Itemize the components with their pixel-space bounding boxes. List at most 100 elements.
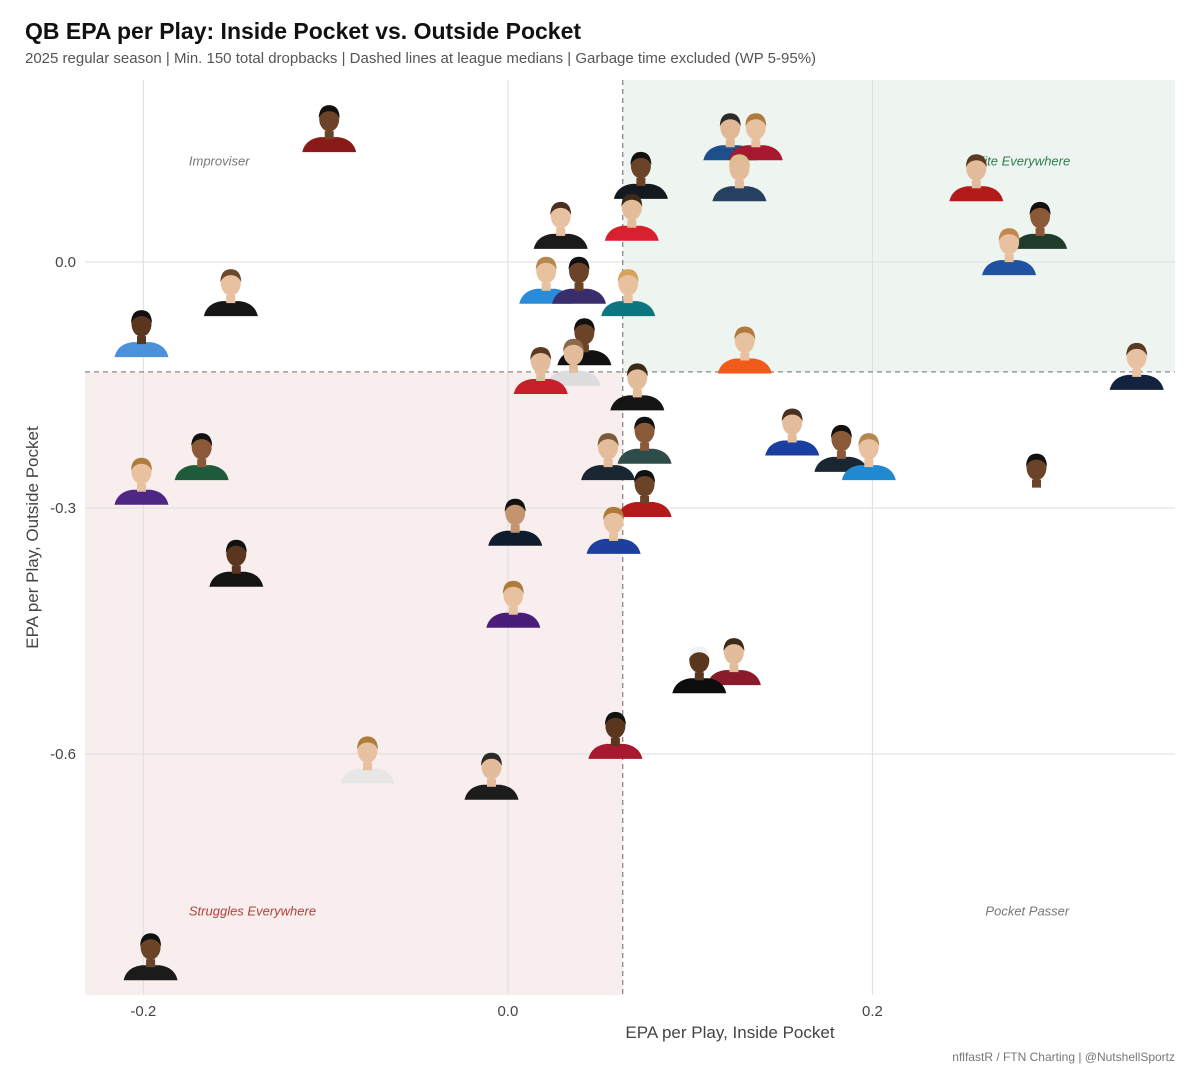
qb-headshot-point bbox=[546, 338, 601, 386]
neck-shape bbox=[640, 442, 650, 451]
hair-shape bbox=[504, 498, 526, 512]
neck-shape bbox=[636, 177, 646, 186]
neck-shape bbox=[536, 373, 546, 381]
head-shape bbox=[634, 418, 655, 444]
head-shape bbox=[720, 114, 741, 140]
head-shape bbox=[503, 582, 524, 608]
head-shape bbox=[1026, 455, 1047, 481]
hair-shape bbox=[131, 457, 152, 471]
hair-shape bbox=[630, 151, 652, 165]
head-shape bbox=[831, 426, 852, 452]
jersey-shape bbox=[982, 260, 1037, 276]
neck-shape bbox=[510, 524, 520, 533]
head-shape bbox=[505, 500, 526, 526]
hair-shape bbox=[357, 736, 378, 750]
hair-shape bbox=[220, 269, 242, 283]
jersey-shape bbox=[123, 965, 178, 981]
quadrant-elite-shade bbox=[622, 80, 1175, 372]
hair-shape bbox=[998, 228, 1020, 242]
qb-headshot-point bbox=[765, 408, 820, 456]
qb-headshot-point bbox=[488, 498, 543, 546]
neck-shape bbox=[725, 139, 735, 148]
hair-shape bbox=[563, 338, 584, 352]
jersey-shape bbox=[302, 137, 357, 153]
qb-headshot-point bbox=[814, 424, 869, 472]
head-shape bbox=[191, 434, 212, 460]
hair-shape bbox=[1026, 453, 1047, 467]
jersey-shape bbox=[588, 743, 643, 759]
neck-shape bbox=[787, 434, 797, 443]
qb-headshot-point bbox=[617, 416, 672, 464]
neck-shape bbox=[640, 496, 650, 504]
jersey-shape bbox=[486, 612, 541, 628]
head-shape bbox=[598, 434, 619, 460]
neck-shape bbox=[574, 282, 584, 291]
neck-shape bbox=[864, 459, 874, 468]
jersey-shape bbox=[552, 288, 606, 304]
chart-title: QB EPA per Play: Inside Pocket vs. Outsi… bbox=[25, 18, 582, 44]
neck-shape bbox=[541, 282, 551, 291]
quadrant-label: Pocket Passer bbox=[985, 903, 1069, 918]
neck-shape bbox=[734, 180, 744, 189]
head-shape bbox=[1030, 203, 1051, 229]
x-tick-label: -0.2 bbox=[130, 1003, 156, 1020]
x-tick-label: 0.2 bbox=[862, 1003, 883, 1020]
neck-shape bbox=[694, 672, 704, 681]
neck-shape bbox=[729, 664, 739, 673]
jersey-shape bbox=[174, 465, 229, 481]
neck-shape bbox=[609, 532, 619, 541]
head-shape bbox=[723, 639, 744, 665]
jersey-shape bbox=[581, 465, 636, 481]
head-shape bbox=[605, 713, 626, 739]
hair-shape bbox=[745, 113, 767, 127]
head-shape bbox=[999, 229, 1020, 255]
head-shape bbox=[966, 155, 987, 181]
neck-shape bbox=[623, 295, 633, 304]
hair-shape bbox=[191, 433, 213, 447]
hair-shape bbox=[728, 154, 750, 168]
neck-shape bbox=[740, 352, 750, 361]
hair-shape bbox=[140, 933, 162, 947]
qb-headshot-point bbox=[672, 646, 727, 694]
hair-shape bbox=[225, 539, 247, 553]
qb-headshot-point bbox=[114, 310, 169, 358]
y-tick-label: 0.0 bbox=[55, 254, 76, 271]
hair-shape bbox=[597, 433, 619, 447]
qb-headshot-point bbox=[464, 752, 519, 800]
head-shape bbox=[630, 153, 651, 179]
jersey-shape bbox=[1109, 374, 1164, 390]
quadrant-label: Improviser bbox=[189, 153, 250, 168]
neck-shape bbox=[137, 336, 146, 345]
neck-shape bbox=[971, 180, 981, 189]
qb-headshot-point bbox=[552, 256, 606, 304]
qb-headshot-point bbox=[486, 580, 541, 628]
jersey-shape bbox=[586, 538, 641, 554]
jersey-shape bbox=[949, 186, 1004, 202]
jersey-shape bbox=[717, 358, 772, 374]
head-shape bbox=[603, 508, 624, 534]
y-tick-label: -0.6 bbox=[50, 746, 76, 763]
head-shape bbox=[550, 203, 571, 229]
data-points bbox=[114, 105, 1164, 981]
hair-shape bbox=[734, 326, 756, 340]
hair-shape bbox=[530, 347, 552, 360]
hair-shape bbox=[781, 408, 803, 422]
head-shape bbox=[131, 459, 152, 485]
jersey-shape bbox=[706, 670, 761, 686]
neck-shape bbox=[226, 295, 236, 304]
hair-shape bbox=[481, 752, 502, 766]
quadrant-labels: Improviser Elite Everywhere Struggles Ever… bbox=[189, 153, 1070, 918]
neck-shape bbox=[197, 459, 207, 468]
qb-headshot-point bbox=[706, 638, 761, 686]
jersey-shape bbox=[604, 225, 659, 241]
hair-shape bbox=[719, 113, 741, 127]
qb-headshot-point bbox=[174, 433, 229, 481]
neck-shape bbox=[137, 483, 146, 492]
jersey-shape bbox=[488, 530, 543, 546]
head-shape bbox=[140, 934, 161, 960]
head-shape bbox=[536, 258, 557, 284]
neck-shape bbox=[363, 762, 372, 771]
qb-headshot-point bbox=[601, 269, 656, 317]
hair-shape bbox=[550, 201, 572, 215]
